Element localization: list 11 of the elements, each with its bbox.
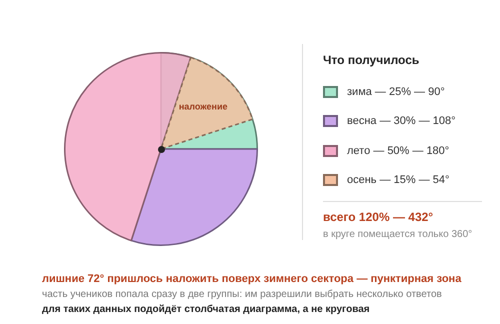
text: всего 120% — 432° bbox=[323, 210, 434, 224]
legend-label: весна — 30% — 108° bbox=[347, 115, 456, 128]
text: наложение bbox=[178, 101, 228, 112]
legend-label: осень — 15% — 54° bbox=[347, 174, 450, 186]
legend-title: Что получилось bbox=[323, 53, 420, 67]
text: для таких данных подойдёт столбчатая диаграмма, а не круговая bbox=[42, 304, 371, 315]
text: часть учеников попала сразу в две группы: им разрешили выбрать несколько ответов bbox=[42, 289, 443, 300]
text: лишние 72° пришлось наложить поверх зимнего сектора — пунктирная зона bbox=[42, 273, 462, 285]
legend-label: зима — 25% — 90° bbox=[347, 86, 445, 98]
legend-label: лето — 50% — 180° bbox=[347, 144, 450, 157]
text: в круге помещается только 360° bbox=[323, 229, 474, 240]
